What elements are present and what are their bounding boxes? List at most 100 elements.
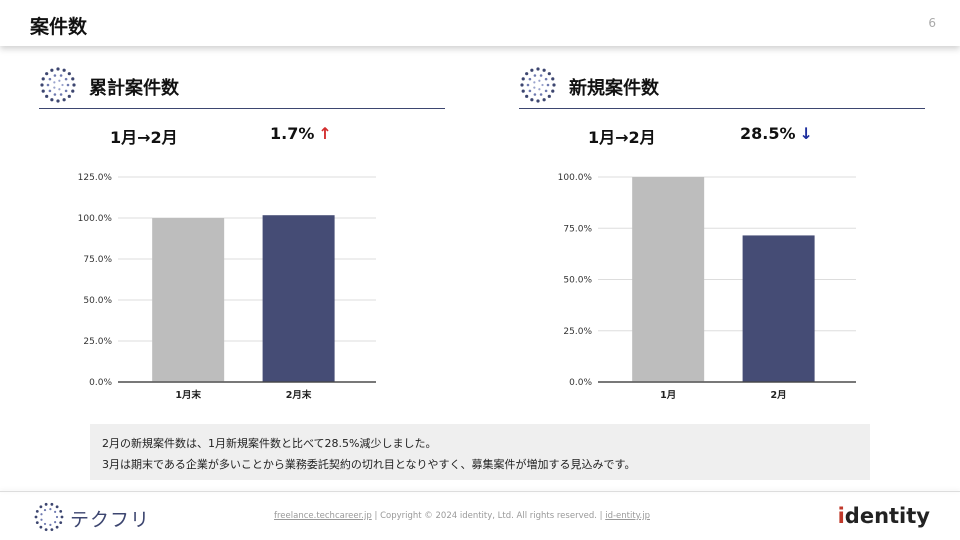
brand-i: i [837,504,845,528]
ring-dot [538,88,541,91]
ring-dot [55,515,59,519]
ring-dot [39,525,43,529]
x-category-label: 1月末 [175,389,201,401]
techfuri-logo-icon [34,502,64,532]
y-tick-label: 75.0% [563,224,592,234]
ring-dot [44,502,48,506]
ring-dot [62,68,66,72]
ring-dot [551,77,555,81]
y-tick-label: 25.0% [83,337,112,347]
ring-dot [528,89,532,93]
ring-dot [49,508,52,511]
ring-dot [62,98,66,102]
ring-dot [521,89,525,93]
section-cumulative: 累計案件数 [39,64,445,109]
ring-dot [34,515,38,519]
ring-dot [539,93,543,96]
ring-dot [55,525,59,529]
ring-dot [59,74,63,77]
arrow-down-icon: ↓ [799,124,813,143]
footer-separator: | [599,511,603,521]
brand-rest: dentity [844,504,930,528]
ring-dot [53,93,57,96]
section-title: 累計案件数 [89,78,179,99]
section-header: 累計案件数 [39,64,445,109]
ring-dot [59,93,63,96]
section-title: 新規案件数 [569,78,659,99]
y-tick-label: 0.0% [89,378,112,388]
ring-dot [35,509,39,513]
ring-dot [50,502,54,506]
y-tick-label: 0.0% [569,378,592,388]
ring-dot [48,89,52,93]
ring-dot [46,83,50,87]
ring-dot [542,68,546,72]
ring-dot [50,68,54,72]
y-tick-label: 50.0% [83,296,112,306]
ring-dot [58,88,61,91]
ring-dot [542,98,546,102]
techfuri-logo-text: テクフリ [70,509,151,531]
ring-dot [40,83,44,87]
ring-dot [544,77,548,81]
bar-chart: 0.0% 25.0% 50.0% 75.0% 100.0% 1月 2月 [558,173,856,401]
dot-ring-icon [40,67,76,103]
ring-dot [67,72,71,76]
section-header: 新規案件数 [519,64,925,109]
bar [742,235,815,382]
ring-dot [45,72,49,76]
ring-dot [526,83,530,87]
ring-dot [552,83,556,87]
stat-change-value: 1.7% [270,124,315,143]
ring-dot [525,94,529,98]
y-tick-label: 75.0% [83,255,112,265]
ring-dot [44,528,48,532]
ring-dot [539,74,543,77]
ring-dot [533,93,537,96]
ring-dot [547,72,551,76]
ring-dot [71,77,75,81]
ring-dot [59,521,63,525]
arrow-up-icon: ↑ [318,124,332,143]
ring-dot [533,86,536,89]
ring-dot [64,89,68,93]
bar-chart: 0.0% 25.0% 50.0% 75.0% 100.0% 125.0% 1月末 2月末 [78,173,376,401]
ring-dot [54,510,57,513]
stat-change-value: 28.5% [740,124,796,143]
x-category-label: 2月 [771,390,787,401]
stat-period: 1月→2月 [588,128,656,147]
footer-divider [0,491,960,492]
commentary-line: 3月は期末である企業が多いことから業務委託契約の切れ目となりやすく、募集案件が増… [102,458,636,471]
ring-dot [59,509,63,513]
footer-link-techcareer[interactable]: freelance.techcareer.jp [274,511,372,521]
stat-change: 28.5% ↓ [740,124,813,143]
ring-dot [72,83,76,87]
ring-dot [536,67,540,71]
ring-dot [53,74,57,77]
footer-separator: | [374,511,378,521]
page-title: 案件数 [30,16,88,38]
ring-dot [41,89,45,93]
footer-copyright: freelance.techcareer.jp | Copyright © 20… [274,511,650,521]
footer-link-identity[interactable]: id-entity.jp [605,511,650,521]
ring-dot [43,508,47,512]
bar [152,218,225,382]
bar [632,177,705,382]
page-header: 案件数 6 [0,0,960,46]
ring-dot [528,77,532,81]
copyright-text: Copyright © 2024 identity, Ltd. All righ… [380,511,597,521]
ring-dot [551,89,555,93]
commentary-box: 2月の新規案件数は、1月新規案件数と比べて28.5%減少しました。 3月は期末で… [90,424,870,480]
chart-cumulative: 0.0% 25.0% 50.0% 75.0% 100.0% 125.0% 1月末 2月末 [70,162,420,402]
ring-dot [58,79,61,82]
y-tick-label: 50.0% [563,276,592,286]
ring-dot [546,83,550,87]
ring-dot [61,83,64,87]
ring-dot [35,521,39,525]
ring-dot [56,99,60,103]
ring-dot [525,72,529,76]
ring-dot [53,81,56,84]
stat-change: 1.7% ↑ [270,124,332,143]
ring-dot [40,513,43,516]
ring-dot [64,77,68,81]
